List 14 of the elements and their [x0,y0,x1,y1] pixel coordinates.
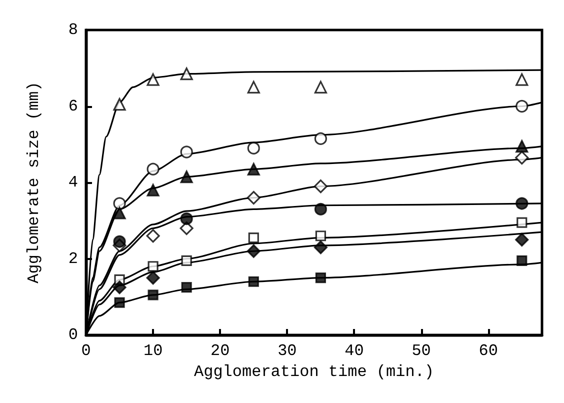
x-tick-label: 50 [412,342,431,360]
y-tick-label: 2 [68,250,78,268]
x-tick-label: 60 [478,342,498,360]
y-tick-label: 6 [68,97,78,116]
x-tick-label: 20 [210,342,230,360]
y-tick-label: 8 [68,21,78,39]
x-tick-label: 30 [278,342,297,360]
y-axis-title: Agglomerate size (mm) [25,82,43,284]
y-tick-label: 0 [68,326,78,344]
x-tick-label: 0 [81,342,91,360]
x-tick-label: 10 [143,342,163,360]
x-axis-title: Agglomeration time (min.) [194,362,434,381]
x-tick-label: 40 [344,342,364,360]
y-tick-label: 4 [68,174,78,192]
